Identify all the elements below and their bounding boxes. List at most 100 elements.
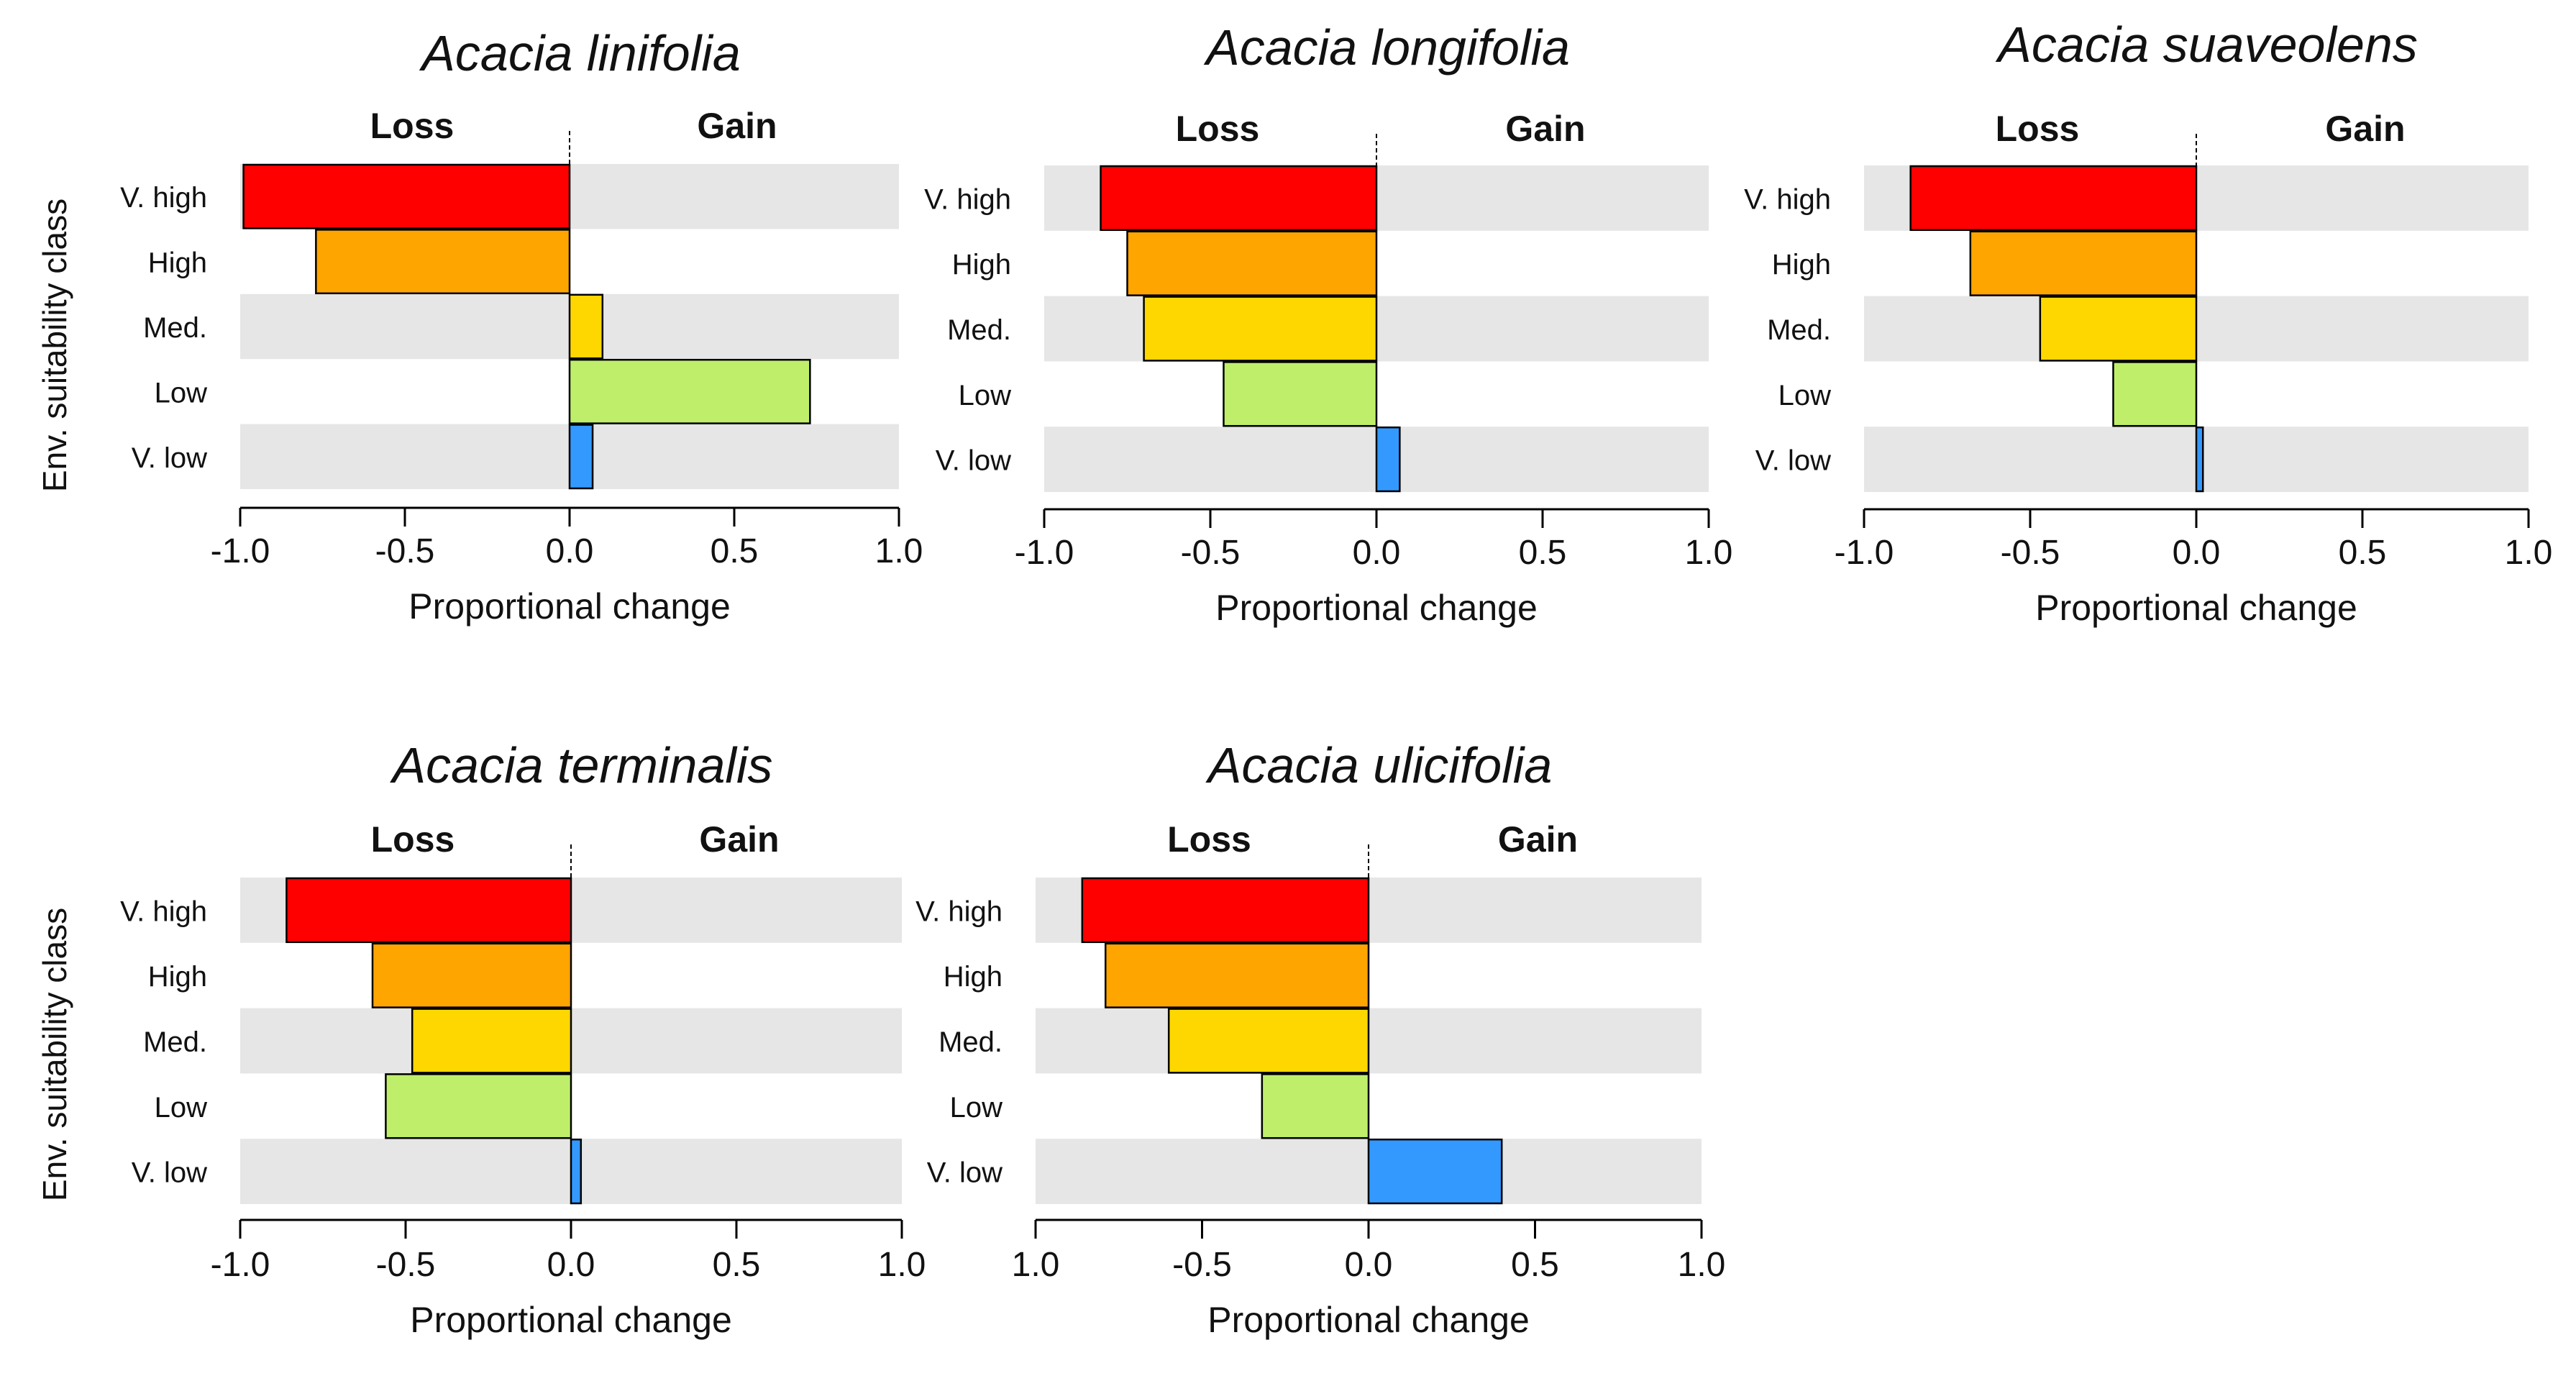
gain-label: Gain: [697, 106, 777, 146]
bar: [2039, 296, 2198, 362]
bar: [1104, 942, 1370, 1008]
x-tick-label: -0.5: [1172, 1246, 1232, 1284]
x-tick-label: 1.0: [878, 1246, 926, 1284]
gain-label: Gain: [1505, 109, 1585, 149]
category-label: V. low: [1755, 445, 1831, 477]
category-label: Low: [950, 1092, 1002, 1124]
bar: [568, 358, 811, 424]
chart-panel: Acacia longifolia Loss Gain V. high High Med.…: [924, 19, 1732, 628]
category-label: Low: [1778, 380, 1831, 411]
category-label: High: [944, 961, 1002, 993]
category-label: Med.: [143, 312, 207, 344]
category-label: V. high: [120, 896, 207, 927]
bar: [242, 163, 571, 229]
x-axis-label: Proportional change: [1215, 588, 1538, 628]
category-label: V. low: [927, 1157, 1002, 1189]
x-tick-label: 1.0: [1678, 1246, 1726, 1284]
x-tick-label: -1.0: [1015, 534, 1074, 572]
y-axis-label: Env. suitability class: [36, 908, 73, 1201]
y-axis-label: Env. suitability class: [36, 199, 73, 492]
category-label: V. low: [132, 442, 207, 474]
x-tick-label: 0.0: [1353, 534, 1401, 572]
bar: [570, 1138, 583, 1205]
bar: [1969, 230, 2198, 296]
bar: [1081, 877, 1370, 944]
loss-label: Loss: [1176, 109, 1260, 149]
bar: [1167, 1008, 1370, 1074]
loss-label: Loss: [370, 106, 455, 146]
category-label: Med.: [938, 1026, 1002, 1058]
chart-title: Acacia terminalis: [389, 737, 772, 793]
chart-panel: Acacia suaveolens Loss Gain V. high High Med.…: [1744, 17, 2552, 628]
category-label: V. high: [1744, 183, 1831, 215]
category-label: V. low: [132, 1157, 207, 1189]
category-label: V. high: [924, 183, 1011, 215]
chart-title: Acacia longifolia: [1203, 19, 1570, 76]
chart-title: Acacia suaveolens: [1995, 17, 2418, 73]
category-label: High: [952, 249, 1011, 281]
chart-panel: Acacia terminalis Loss Gain V. high High Med.…: [36, 737, 926, 1340]
x-tick-label: -1.0: [211, 532, 270, 570]
category-label: Med.: [1767, 314, 1831, 346]
category-label: V. high: [915, 896, 1002, 927]
x-axis-label: Proportional change: [408, 586, 731, 627]
x-tick-label: 1.0: [1685, 534, 1733, 572]
bar: [411, 1008, 572, 1074]
x-axis-label: Proportional change: [1207, 1300, 1530, 1340]
x-tick-label: 1.0: [1012, 1246, 1060, 1284]
bar: [385, 1073, 572, 1139]
x-tick-label: 1.0: [875, 532, 923, 570]
bar: [1143, 296, 1378, 362]
x-tick-label: 0.0: [546, 532, 594, 570]
gain-label: Gain: [1498, 819, 1578, 860]
loss-label: Loss: [1996, 109, 2080, 149]
bar: [1375, 426, 1401, 493]
bar: [568, 424, 594, 490]
category-label: Low: [155, 1092, 207, 1124]
category-label: Low: [959, 380, 1011, 411]
chart-panel: Acacia ulicifolia Loss Gain V. high High Med.…: [915, 737, 1725, 1340]
bar: [286, 877, 572, 944]
x-tick-label: 0.5: [1519, 534, 1567, 572]
bar: [315, 229, 571, 295]
x-tick-label: 0.5: [2339, 534, 2387, 572]
x-axis-label: Proportional change: [410, 1300, 732, 1340]
category-label: High: [148, 247, 207, 279]
chart-panel: Acacia linifolia Loss Gain V. high High Med. L…: [36, 25, 923, 627]
bar: [2195, 426, 2204, 493]
bar: [1367, 1138, 1503, 1205]
x-tick-label: -1.0: [1835, 534, 1894, 572]
bar: [2112, 361, 2198, 427]
category-label: Med.: [947, 314, 1011, 346]
bar: [1100, 165, 1378, 232]
x-tick-label: 0.5: [713, 1246, 761, 1284]
x-tick-label: 0.0: [1345, 1246, 1393, 1284]
bar: [568, 293, 604, 360]
x-tick-label: 1.0: [2505, 534, 2553, 572]
x-tick-label: 0.0: [547, 1246, 595, 1284]
x-tick-label: -0.5: [2001, 534, 2060, 572]
x-tick-label: -1.0: [211, 1246, 270, 1284]
category-label: High: [148, 961, 207, 993]
bar: [371, 942, 572, 1008]
x-tick-label: 0.0: [2173, 534, 2221, 572]
bar: [1223, 361, 1378, 427]
x-tick-label: -0.5: [375, 532, 435, 570]
loss-label: Loss: [371, 819, 455, 860]
x-tick-label: 0.5: [1511, 1246, 1559, 1284]
bar: [1261, 1073, 1370, 1139]
bar: [1909, 165, 2198, 232]
gain-label: Gain: [2325, 109, 2405, 149]
category-label: V. high: [120, 182, 207, 214]
category-label: Low: [155, 377, 207, 409]
gain-label: Gain: [699, 819, 779, 860]
x-tick-label: -0.5: [1181, 534, 1241, 572]
x-axis-label: Proportional change: [2035, 588, 2357, 628]
category-label: High: [1772, 249, 1831, 281]
bar: [1126, 230, 1378, 296]
chart-title: Acacia ulicifolia: [1205, 737, 1553, 793]
category-label: V. low: [936, 445, 1011, 477]
x-tick-label: -0.5: [376, 1246, 436, 1284]
category-label: Med.: [143, 1026, 207, 1058]
